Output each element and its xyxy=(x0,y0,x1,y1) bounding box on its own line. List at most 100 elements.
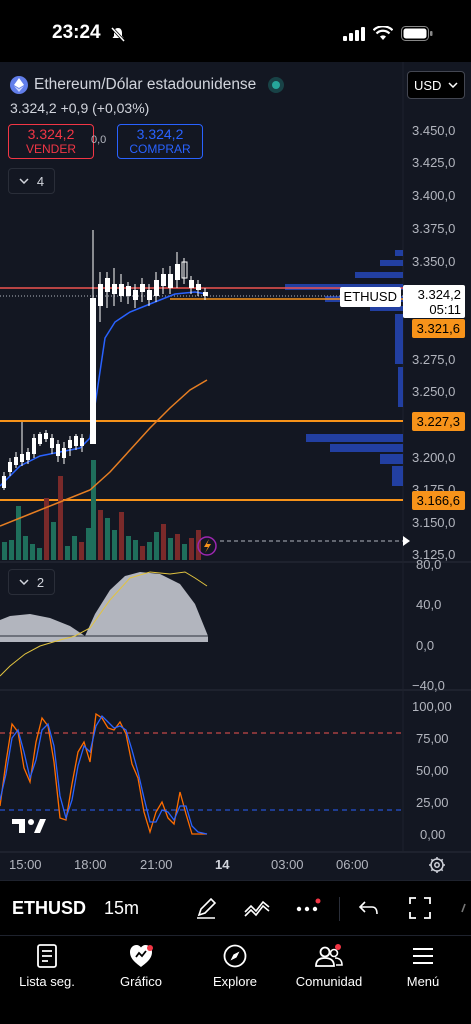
chart-icon xyxy=(130,945,153,967)
chart-settings-gear-icon[interactable] xyxy=(428,856,446,874)
price-axis-label: 3.125,0 xyxy=(412,547,456,562)
volume-profile xyxy=(285,250,403,486)
sell-button[interactable]: 3.324,2 VENDER xyxy=(8,124,94,159)
stoch-d-line xyxy=(0,714,208,835)
fullscreen-icon[interactable] xyxy=(408,896,432,920)
price-axis-label: 3.200,0 xyxy=(412,450,456,465)
price-axis-label: 3.250,0 xyxy=(412,384,456,399)
chevron-down-icon xyxy=(448,82,458,88)
time-axis-label: 15:00 xyxy=(9,857,42,872)
price-axis-label: 3.350,0 xyxy=(412,254,456,269)
tradingview-logo-icon xyxy=(12,819,46,833)
current-price-value: 3.324,2 xyxy=(417,287,461,302)
drawing-pen-icon[interactable] xyxy=(194,896,218,920)
status-time: 23:24 xyxy=(52,22,101,43)
menu-icon xyxy=(413,948,433,964)
time-axis-label: 06:00 xyxy=(336,857,369,872)
edge-tool-icon[interactable] xyxy=(460,896,471,920)
sell-price: 3.324,2 xyxy=(27,126,75,142)
spread-value: 0,0 xyxy=(91,134,107,146)
price-axis-label: 3.450,0 xyxy=(412,123,456,138)
currency-value: USD xyxy=(414,77,442,93)
tab-bar: Lista seg. Gráfico Explore Comunidad Men… xyxy=(0,935,471,1024)
chevron-down-icon xyxy=(19,178,29,184)
event-lightning-icon[interactable] xyxy=(197,536,217,556)
time-axis-label: 03:00 xyxy=(271,857,304,872)
price-axis-label: 3.400,0 xyxy=(412,188,456,203)
candles xyxy=(2,230,208,490)
stoch-axis-label: 50,00 xyxy=(416,763,449,778)
chart-canvas[interactable] xyxy=(0,62,471,880)
tab-explore[interactable]: Explore xyxy=(188,944,282,989)
osc-axis-label: 80,0 xyxy=(416,557,442,572)
stoch-axis-label: 100,00 xyxy=(412,699,452,714)
oscillator-histogram xyxy=(0,572,208,642)
tab-label: Explore xyxy=(212,974,258,989)
tab-label: Gráfico xyxy=(120,974,162,989)
stoch-k-line xyxy=(0,712,207,835)
ethereum-icon xyxy=(10,76,28,94)
price-axis-label: 3.425,0 xyxy=(412,155,456,170)
time-axis-label: 21:00 xyxy=(140,857,173,872)
level-price-tag: 3.227,3 xyxy=(411,412,465,431)
currency-select[interactable]: USD xyxy=(407,71,465,99)
symbol-name: Ethereum/Dólar estadounidense xyxy=(34,76,257,93)
level-price-tag: 3.166,6 xyxy=(411,491,465,510)
axis-arrow-icon xyxy=(403,536,410,546)
osc-axis-label: −40,0 xyxy=(412,678,445,693)
tab-label: Comunidad xyxy=(295,974,363,989)
fast-ma-line xyxy=(0,291,208,487)
price-axis-label: 3.150,0 xyxy=(412,515,456,530)
tab-label: Lista seg. xyxy=(19,974,75,989)
signal-icon xyxy=(343,26,365,41)
oscillator-collapse-button[interactable]: 2 xyxy=(8,569,55,595)
oscillator-count: 2 xyxy=(36,574,45,590)
osc-axis-label: 0,0 xyxy=(416,638,435,653)
toolbar-divider xyxy=(339,897,340,921)
battery-icon xyxy=(401,26,433,41)
buy-price: 3.324,2 xyxy=(136,126,184,142)
watchlist-icon xyxy=(37,944,57,968)
tab-chart[interactable]: Gráfico xyxy=(94,944,188,989)
compass-icon xyxy=(223,944,247,968)
sell-label: VENDER xyxy=(25,142,76,156)
symbol-info[interactable]: Ethereum/Dólar estadounidense xyxy=(10,76,285,94)
time-axis-label: 14 xyxy=(215,857,230,872)
oscillator-signal-line xyxy=(0,571,208,677)
tab-community[interactable]: Comunidad xyxy=(282,944,376,989)
price-axis-label: 3.275,0 xyxy=(412,352,456,367)
volume-bars xyxy=(2,460,201,560)
toolbar-symbol-button[interactable]: ETHUSD xyxy=(12,898,87,918)
buy-label: COMPRAR xyxy=(129,142,191,156)
bar-countdown: 05:11 xyxy=(429,302,461,317)
bell-muted-icon xyxy=(110,26,126,42)
timeframe-button[interactable]: 15m xyxy=(104,898,140,918)
market-open-indicator xyxy=(268,77,285,93)
wifi-icon xyxy=(373,26,393,40)
tab-label: Menú xyxy=(406,974,440,989)
price-axis-label: 3.375,0 xyxy=(412,221,456,236)
price-change: 3.324,2 +0,9 (+0,03%) xyxy=(10,100,150,116)
slow-ma-line xyxy=(0,379,208,527)
level-price-tag: 3.321,6 xyxy=(411,319,465,338)
stoch-axis-label: 25,00 xyxy=(416,795,449,810)
indicators-count: 4 xyxy=(36,173,45,189)
community-icon xyxy=(315,944,343,967)
undo-icon[interactable] xyxy=(358,896,380,920)
osc-axis-label: 40,0 xyxy=(416,597,442,612)
time-axis-label: 18:00 xyxy=(74,857,107,872)
chart-area[interactable]: Ethereum/Dólar estadounidense USD 3.324,… xyxy=(0,62,471,880)
indicators-collapse-button[interactable]: 4 xyxy=(8,168,55,194)
buy-button[interactable]: 3.324,2 COMPRAR xyxy=(117,124,203,159)
tab-watchlist[interactable]: Lista seg. xyxy=(0,944,94,989)
tab-menu[interactable]: Menú xyxy=(376,944,470,989)
more-options-icon[interactable] xyxy=(294,896,322,920)
current-price-tag: 3.324,2 05:11 xyxy=(403,285,465,318)
indicators-icon[interactable] xyxy=(243,896,271,920)
stoch-axis-label: 0,00 xyxy=(420,827,446,842)
chevron-down-icon xyxy=(19,579,29,585)
stoch-axis-label: 75,00 xyxy=(416,731,449,746)
chart-toolbar: ETHUSD 15m xyxy=(0,880,471,935)
symbol-price-tag: ETHUSD xyxy=(339,287,401,307)
status-bar: 23:24 xyxy=(0,0,471,62)
